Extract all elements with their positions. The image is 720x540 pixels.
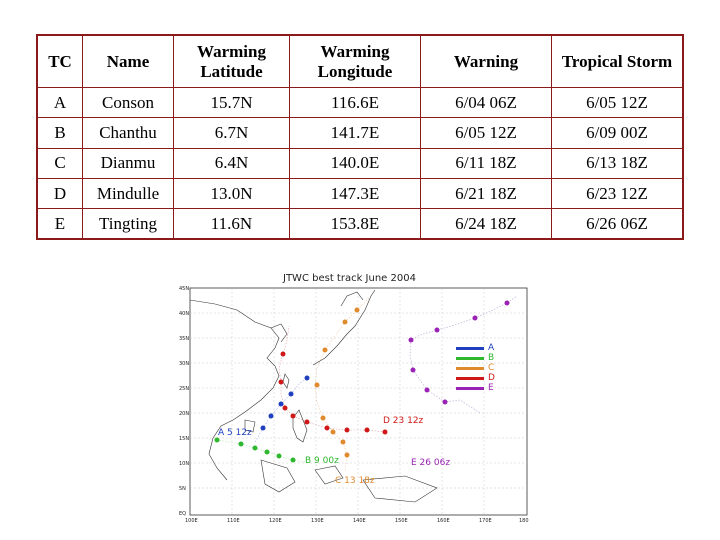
legend-label: A: [488, 343, 495, 353]
table-row: D Mindulle 13.0N 147.3E 6/21 18Z 6/23 12…: [36, 177, 684, 210]
legend-swatch: [456, 347, 484, 350]
svg-text:15N: 15N: [179, 436, 189, 442]
cell-longitude: 141.7E: [289, 117, 421, 149]
legend-swatch: [456, 357, 484, 360]
svg-text:110E: 110E: [227, 518, 240, 524]
cell-longitude: 140.0E: [289, 147, 421, 179]
svg-text:30N: 30N: [179, 361, 189, 367]
svg-text:20N: 20N: [179, 411, 189, 417]
cell-tc: C: [36, 147, 83, 179]
track-a: [254, 375, 310, 443]
svg-text:100E: 100E: [185, 518, 198, 524]
longitude-labels: 100E 110E 120E 130E 140E 150E 160E 170E …: [185, 518, 529, 524]
svg-text:150E: 150E: [395, 518, 408, 524]
cell-name: Tingting: [82, 208, 174, 240]
legend-item: E: [456, 383, 496, 393]
cell-tropical-storm: 6/09 00Z: [551, 117, 684, 149]
cell-tc: E: [36, 208, 83, 240]
table-row: B Chanthu 6.7N 141.7E 6/05 12Z 6/09 00Z: [36, 117, 684, 149]
legend-item: B: [456, 353, 496, 363]
cell-latitude: 15.7N: [173, 86, 290, 119]
header-warming-longitude: Warming Longitude: [289, 34, 421, 88]
map-title: JTWC best track June 2004: [282, 273, 416, 284]
cell-tropical-storm: 6/26 06Z: [551, 208, 684, 240]
legend-label: D: [488, 373, 495, 383]
legend-label: B: [488, 353, 495, 363]
table-row: C Dianmu 6.4N 140.0E 6/11 18Z 6/13 18Z: [36, 147, 684, 179]
annotation-c: C 13 18z: [335, 476, 375, 486]
annotation-b: B 9 00z: [305, 456, 339, 466]
header-tc: TC: [36, 34, 83, 88]
header-warming-latitude: Warming Latitude: [173, 34, 290, 88]
cell-name: Chanthu: [82, 117, 174, 149]
legend-swatch: [456, 367, 484, 370]
header-warning: Warning: [420, 34, 552, 88]
cell-latitude: 6.4N: [173, 147, 290, 179]
legend-item: C: [456, 363, 496, 373]
cell-warning: 6/04 06Z: [420, 86, 552, 119]
cell-tc: B: [36, 117, 83, 149]
map-frame: [189, 287, 528, 516]
cell-name: Conson: [82, 86, 174, 119]
svg-text:40N: 40N: [179, 311, 189, 317]
tc-table: TC Name Warming Latitude Warming Longitude…: [36, 34, 684, 240]
cell-warning: 6/21 18Z: [420, 177, 552, 210]
best-track-map: JTWC best track June 2004: [175, 270, 535, 528]
svg-text:180: 180: [519, 518, 529, 524]
track-e: [408, 295, 518, 414]
table-row: A Conson 15.7N 116.6E 6/04 06Z 6/05 12Z: [36, 86, 684, 119]
table-row: E Tingting 11.6N 153.8E 6/24 18Z 6/26 06…: [36, 208, 684, 240]
cell-latitude: 13.0N: [173, 177, 290, 210]
table-header-row: TC Name Warming Latitude Warming Longitude…: [36, 34, 684, 88]
legend-item: A: [456, 343, 496, 353]
annotation-a: A 5 12z: [218, 428, 252, 438]
svg-text:130E: 130E: [311, 518, 324, 524]
track-d: [278, 325, 388, 435]
graticule: [190, 288, 527, 515]
svg-text:45N: 45N: [179, 286, 189, 292]
track-c: [314, 297, 370, 471]
cell-longitude: 147.3E: [289, 177, 421, 210]
cell-warning: 6/24 18Z: [420, 208, 552, 240]
legend-swatch: [456, 387, 484, 390]
cell-warning: 6/11 18Z: [420, 147, 552, 179]
cell-tropical-storm: 6/13 18Z: [551, 147, 684, 179]
svg-text:160E: 160E: [437, 518, 450, 524]
cell-tc: D: [36, 177, 83, 210]
legend-label: E: [488, 383, 494, 393]
cell-latitude: 11.6N: [173, 208, 290, 240]
coastlines: [189, 289, 438, 503]
svg-text:170E: 170E: [479, 518, 492, 524]
header-tropical-storm: Tropical Storm: [551, 34, 684, 88]
legend-swatch: [456, 377, 484, 380]
legend-label: C: [488, 363, 495, 373]
svg-text:25N: 25N: [179, 386, 189, 392]
cell-name: Dianmu: [82, 147, 174, 179]
annotation-d: D 23 12z: [383, 416, 424, 426]
svg-text:EQ: EQ: [179, 511, 186, 517]
latitude-labels: 45N 40N 35N 30N 25N 20N 15N 10N 5N EQ: [179, 286, 189, 517]
cell-latitude: 6.7N: [173, 117, 290, 149]
track-b: [214, 437, 306, 463]
svg-text:140E: 140E: [353, 518, 366, 524]
cell-tropical-storm: 6/23 12Z: [551, 177, 684, 210]
cell-warning: 6/05 12Z: [420, 117, 552, 149]
cell-tc: A: [36, 86, 83, 119]
svg-text:10N: 10N: [179, 461, 189, 467]
annotation-e: E 26 06z: [411, 458, 450, 468]
cell-tropical-storm: 6/05 12Z: [551, 86, 684, 119]
cell-longitude: 116.6E: [289, 86, 421, 119]
cell-name: Mindulle: [82, 177, 174, 210]
legend-item: D: [456, 373, 496, 383]
svg-text:5N: 5N: [179, 486, 186, 492]
svg-text:120E: 120E: [269, 518, 282, 524]
header-name: Name: [82, 34, 174, 88]
svg-text:35N: 35N: [179, 336, 189, 342]
cell-longitude: 153.8E: [289, 208, 421, 240]
